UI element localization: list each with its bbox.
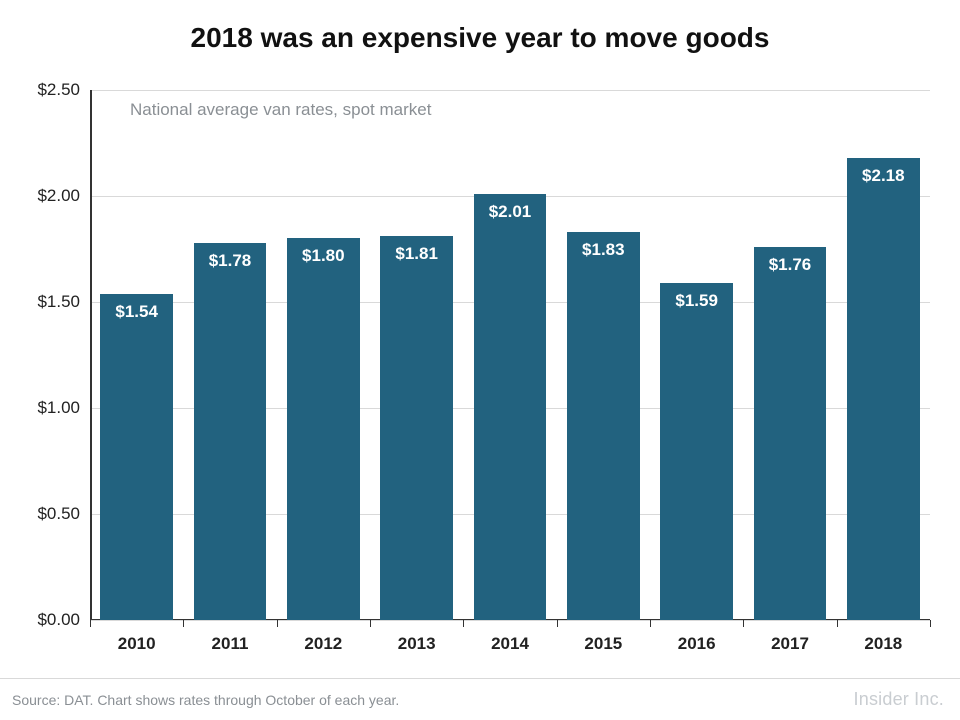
bar: $1.83 — [567, 232, 640, 620]
x-tick-label: 2014 — [491, 620, 529, 654]
footer: Source: DAT. Chart shows rates through O… — [0, 678, 960, 720]
bar-value-label: $1.78 — [209, 251, 252, 271]
bar: $1.78 — [194, 243, 267, 620]
source-text: Source: DAT. Chart shows rates through O… — [12, 692, 399, 708]
x-tick-mark — [837, 620, 838, 627]
brand-text: Insider Inc. — [854, 689, 944, 710]
x-tick-mark — [930, 620, 931, 627]
bar-value-label: $1.81 — [395, 244, 438, 264]
bar: $1.59 — [660, 283, 733, 620]
x-tick-label: 2013 — [398, 620, 436, 654]
bar-value-label: $1.80 — [302, 246, 345, 266]
bar-rect — [754, 247, 827, 620]
bar: $2.01 — [474, 194, 547, 620]
bar-rect — [380, 236, 453, 620]
bar-rect — [194, 243, 267, 620]
bar-rect — [567, 232, 640, 620]
bar-rect — [847, 158, 920, 620]
x-tick-mark — [370, 620, 371, 627]
x-tick-mark — [90, 620, 91, 627]
y-tick-label: $0.50 — [37, 504, 90, 524]
x-tick-label: 2015 — [584, 620, 622, 654]
bar: $1.76 — [754, 247, 827, 620]
x-tick-label: 2016 — [678, 620, 716, 654]
bar: $1.54 — [100, 294, 173, 620]
y-tick-label: $2.00 — [37, 186, 90, 206]
bar-value-label: $2.01 — [489, 202, 532, 222]
x-tick-mark — [183, 620, 184, 627]
bar-rect — [287, 238, 360, 620]
x-tick-mark — [650, 620, 651, 627]
bar: $1.81 — [380, 236, 453, 620]
x-tick-mark — [743, 620, 744, 627]
bar-value-label: $1.83 — [582, 240, 625, 260]
x-tick-label: 2017 — [771, 620, 809, 654]
chart-title: 2018 was an expensive year to move goods — [0, 0, 960, 54]
y-tick-label: $0.00 — [37, 610, 90, 630]
plot-area: $0.00$0.50$1.00$1.50$2.00$2.50 $1.54$1.7… — [90, 90, 930, 620]
y-tick-label: $2.50 — [37, 80, 90, 100]
chart-frame: 2018 was an expensive year to move goods… — [0, 0, 960, 720]
x-tick-label: 2018 — [864, 620, 902, 654]
bars-container: $1.54 $1.78 $1.80 $1.81 $2.01 $1.83 $1.59 $1.76… — [90, 90, 930, 620]
y-tick-label: $1.00 — [37, 398, 90, 418]
bar: $1.80 — [287, 238, 360, 620]
x-tick-mark — [277, 620, 278, 627]
bar-rect — [474, 194, 547, 620]
y-tick-label: $1.50 — [37, 292, 90, 312]
x-tick-mark — [463, 620, 464, 627]
bar-value-label: $1.76 — [769, 255, 812, 275]
x-tick-label: 2010 — [118, 620, 156, 654]
x-tick-label: 2011 — [212, 620, 249, 654]
bar-rect — [660, 283, 733, 620]
bar-value-label: $1.54 — [115, 302, 158, 322]
bar-rect — [100, 294, 173, 620]
bar-value-label: $2.18 — [862, 166, 905, 186]
bar: $2.18 — [847, 158, 920, 620]
x-tick-mark — [557, 620, 558, 627]
bar-value-label: $1.59 — [675, 291, 718, 311]
x-tick-label: 2012 — [304, 620, 342, 654]
